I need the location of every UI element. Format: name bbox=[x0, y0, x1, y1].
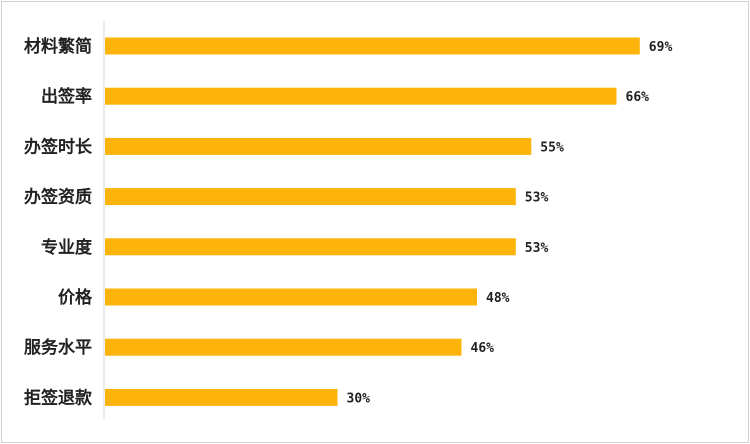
category-label: 办签时长 bbox=[24, 136, 93, 157]
category-label: 拒签退款 bbox=[24, 387, 93, 408]
value-label: 53% bbox=[525, 191, 549, 206]
bar bbox=[105, 137, 532, 155]
category-label: 服务水平 bbox=[24, 337, 92, 358]
bar bbox=[105, 338, 462, 356]
value-label: 55% bbox=[540, 140, 564, 155]
value-label: 69% bbox=[649, 40, 673, 55]
category-label: 办签资质 bbox=[24, 187, 92, 208]
value-label: 30% bbox=[347, 391, 371, 406]
category-label: 材料繁简 bbox=[24, 36, 92, 57]
bar bbox=[105, 288, 477, 306]
value-label: 46% bbox=[471, 341, 495, 356]
value-label: 53% bbox=[525, 241, 549, 256]
bars-layer: 材料繁简 69% 出签率 66% 办签时长 55% 办签资质 53% 专业度 53% 价格 48% 服务… bbox=[24, 36, 672, 408]
bar bbox=[105, 238, 516, 256]
value-label: 48% bbox=[486, 291, 510, 306]
category-label: 专业度 bbox=[41, 237, 93, 258]
bar bbox=[105, 37, 640, 55]
category-label: 出签率 bbox=[41, 86, 92, 107]
bar bbox=[105, 388, 338, 406]
category-label: 价格 bbox=[58, 287, 93, 308]
bar bbox=[105, 188, 516, 206]
value-label: 66% bbox=[626, 90, 650, 105]
bar bbox=[105, 87, 617, 105]
